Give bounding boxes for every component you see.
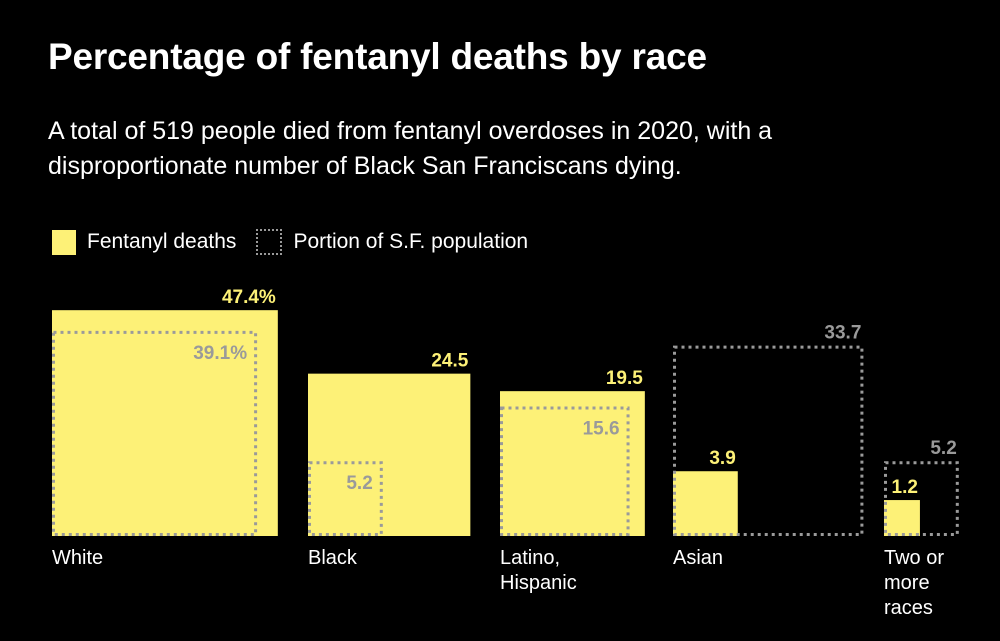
label-deaths-white: 47.4% (222, 287, 276, 308)
category-label-line: Two or (884, 547, 944, 569)
label-population-white: 39.1% (193, 343, 247, 364)
bar-deaths-latino-hispanic (500, 391, 645, 536)
bar-population-two-or-more-races (884, 461, 959, 537)
label-population-black: 5.2 (346, 473, 372, 494)
category-label-line: Hispanic (500, 572, 577, 594)
legend-deaths-label: Fentanyl deaths (87, 230, 237, 253)
chart-title: Percentage of fentanyl deaths by race (48, 36, 707, 77)
legend-population-label: Portion of S.F. population (293, 230, 529, 253)
bar-population-white (52, 330, 258, 536)
category-label-latino-hispanic: Latino, Hispanic (500, 547, 577, 594)
category-label-line: Black (308, 547, 358, 569)
bar-deaths-asian (673, 471, 738, 536)
label-deaths-two-or-more-races: 1.2 (892, 477, 918, 498)
category-label-line: races (884, 597, 933, 619)
bar-population-black (308, 461, 383, 537)
chart-subtitle: A total of 519 people died from fentanyl… (48, 117, 773, 180)
category-label-line: Latino, (500, 547, 560, 569)
bar-population-asian (673, 345, 864, 536)
bar-deaths-two-or-more-races (884, 500, 920, 536)
category-label-line: more (884, 572, 930, 594)
category-label-line: Asian (673, 547, 723, 569)
category-label-asian: Asian (673, 547, 723, 569)
category-label-black: Black (308, 547, 358, 569)
category-label-two-or-more-races: Two or more races (884, 547, 944, 619)
legend-deaths-swatch (52, 229, 76, 255)
bar-deaths-black (308, 373, 471, 536)
bar-population-latino-hispanic (500, 406, 630, 536)
legend-population-swatch (256, 229, 283, 255)
category-label-white: White (52, 547, 103, 569)
legend: Fentanyl deaths Portion of S.F. populati… (52, 229, 528, 255)
label-deaths-asian: 3.9 (709, 448, 735, 469)
category-label-line: White (52, 547, 103, 569)
label-deaths-black: 24.5 (431, 351, 468, 372)
label-deaths-latino-hispanic: 19.5 (606, 368, 643, 389)
label-population-asian: 33.7 (824, 323, 861, 344)
label-population-latino-hispanic: 15.6 (583, 418, 620, 439)
label-population-two-or-more-races: 5.2 (930, 438, 956, 459)
bar-deaths-white (52, 310, 278, 536)
